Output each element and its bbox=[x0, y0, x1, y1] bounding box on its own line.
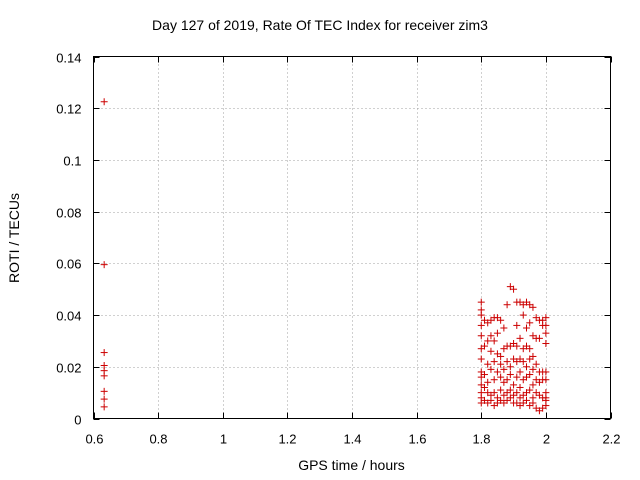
data-point bbox=[100, 387, 108, 395]
data-point bbox=[529, 381, 537, 389]
data-point bbox=[542, 329, 550, 337]
data-point bbox=[100, 98, 108, 106]
y-tick-label: 0.02 bbox=[56, 361, 81, 376]
y-tick-label: 0.06 bbox=[56, 257, 81, 272]
data-point bbox=[532, 360, 540, 368]
x-tick-label: 1.8 bbox=[472, 432, 490, 447]
data-point bbox=[506, 363, 514, 371]
data-point bbox=[490, 358, 498, 366]
data-point bbox=[497, 373, 505, 381]
data-point bbox=[513, 342, 521, 350]
data-point bbox=[487, 396, 495, 404]
data-point bbox=[513, 389, 521, 397]
data-point bbox=[522, 363, 530, 371]
data-point bbox=[513, 373, 521, 381]
x-tick-label: 2 bbox=[543, 432, 550, 447]
data-point bbox=[477, 355, 485, 363]
data-point bbox=[500, 365, 508, 373]
data-point bbox=[477, 298, 485, 306]
grid-lines bbox=[93, 56, 611, 419]
data-point bbox=[480, 342, 488, 350]
data-point bbox=[493, 329, 501, 337]
x-tick-label: 1.2 bbox=[278, 432, 296, 447]
data-point bbox=[487, 347, 495, 355]
data-point bbox=[480, 371, 488, 379]
x-axis-label: GPS time / hours bbox=[298, 457, 405, 473]
data-point bbox=[513, 321, 521, 329]
data-point bbox=[529, 365, 537, 373]
data-point bbox=[529, 352, 537, 360]
data-point bbox=[497, 316, 505, 324]
y-tick-label: 0.12 bbox=[56, 102, 81, 117]
data-point bbox=[480, 383, 488, 391]
data-point bbox=[519, 358, 527, 366]
data-point bbox=[542, 402, 550, 410]
data-point bbox=[484, 378, 492, 386]
data-point bbox=[503, 376, 511, 384]
data-point bbox=[503, 358, 511, 366]
y-tick-label: 0 bbox=[74, 413, 81, 428]
data-point bbox=[526, 386, 534, 394]
data-point bbox=[100, 261, 108, 269]
data-point bbox=[506, 371, 514, 379]
x-tick-label: 2.2 bbox=[602, 432, 620, 447]
data-point bbox=[490, 389, 498, 397]
data-point bbox=[487, 332, 495, 340]
data-point bbox=[477, 321, 485, 329]
data-point bbox=[100, 395, 108, 403]
data-point bbox=[526, 345, 534, 353]
data-point bbox=[542, 321, 550, 329]
data-point bbox=[535, 334, 543, 342]
y-tick-label: 0.14 bbox=[56, 51, 81, 66]
data-point bbox=[497, 386, 505, 394]
data-point bbox=[526, 319, 534, 327]
y-tick-label: 0.04 bbox=[56, 309, 81, 324]
data-point bbox=[542, 368, 550, 376]
data-point bbox=[542, 340, 550, 348]
data-point bbox=[100, 403, 108, 411]
data-point bbox=[516, 368, 524, 376]
x-tick-label: 1 bbox=[220, 432, 227, 447]
x-tick-label: 1.4 bbox=[343, 432, 361, 447]
x-tick-label: 0.8 bbox=[149, 432, 167, 447]
x-tick-label: 1.6 bbox=[408, 432, 426, 447]
data-point bbox=[526, 371, 534, 379]
data-point bbox=[487, 365, 495, 373]
data-point bbox=[519, 311, 527, 319]
data-point bbox=[510, 285, 518, 293]
chart-title: Day 127 of 2019, Rate Of TEC Index for r… bbox=[152, 17, 488, 33]
data-point bbox=[100, 349, 108, 357]
data-point bbox=[100, 372, 108, 380]
data-point bbox=[516, 383, 524, 391]
data-points bbox=[100, 98, 550, 415]
data-point bbox=[516, 334, 524, 342]
y-tick-label: 0.1 bbox=[63, 154, 81, 169]
data-point bbox=[497, 360, 505, 368]
data-point bbox=[484, 360, 492, 368]
data-point bbox=[522, 324, 530, 332]
data-point bbox=[542, 314, 550, 322]
x-tick-label: 0.6 bbox=[85, 432, 103, 447]
data-point bbox=[484, 337, 492, 345]
data-point bbox=[497, 352, 505, 360]
data-point bbox=[522, 396, 530, 404]
data-point bbox=[490, 376, 498, 384]
data-point bbox=[477, 332, 485, 340]
data-point bbox=[503, 301, 511, 309]
data-point bbox=[542, 376, 550, 384]
data-point bbox=[500, 324, 508, 332]
data-point bbox=[477, 311, 485, 319]
data-point bbox=[529, 303, 537, 311]
data-point bbox=[529, 399, 537, 407]
data-point bbox=[493, 368, 501, 376]
data-point bbox=[506, 386, 514, 394]
y-tick-label: 0.08 bbox=[56, 206, 81, 221]
axis-ticks: 0.6 0.8 1 1.2 1.4 1.6 1.8 2 2.2 0 0.02 0.04 0.06 0.08… bbox=[56, 51, 620, 447]
data-point bbox=[490, 337, 498, 345]
data-point bbox=[510, 381, 518, 389]
